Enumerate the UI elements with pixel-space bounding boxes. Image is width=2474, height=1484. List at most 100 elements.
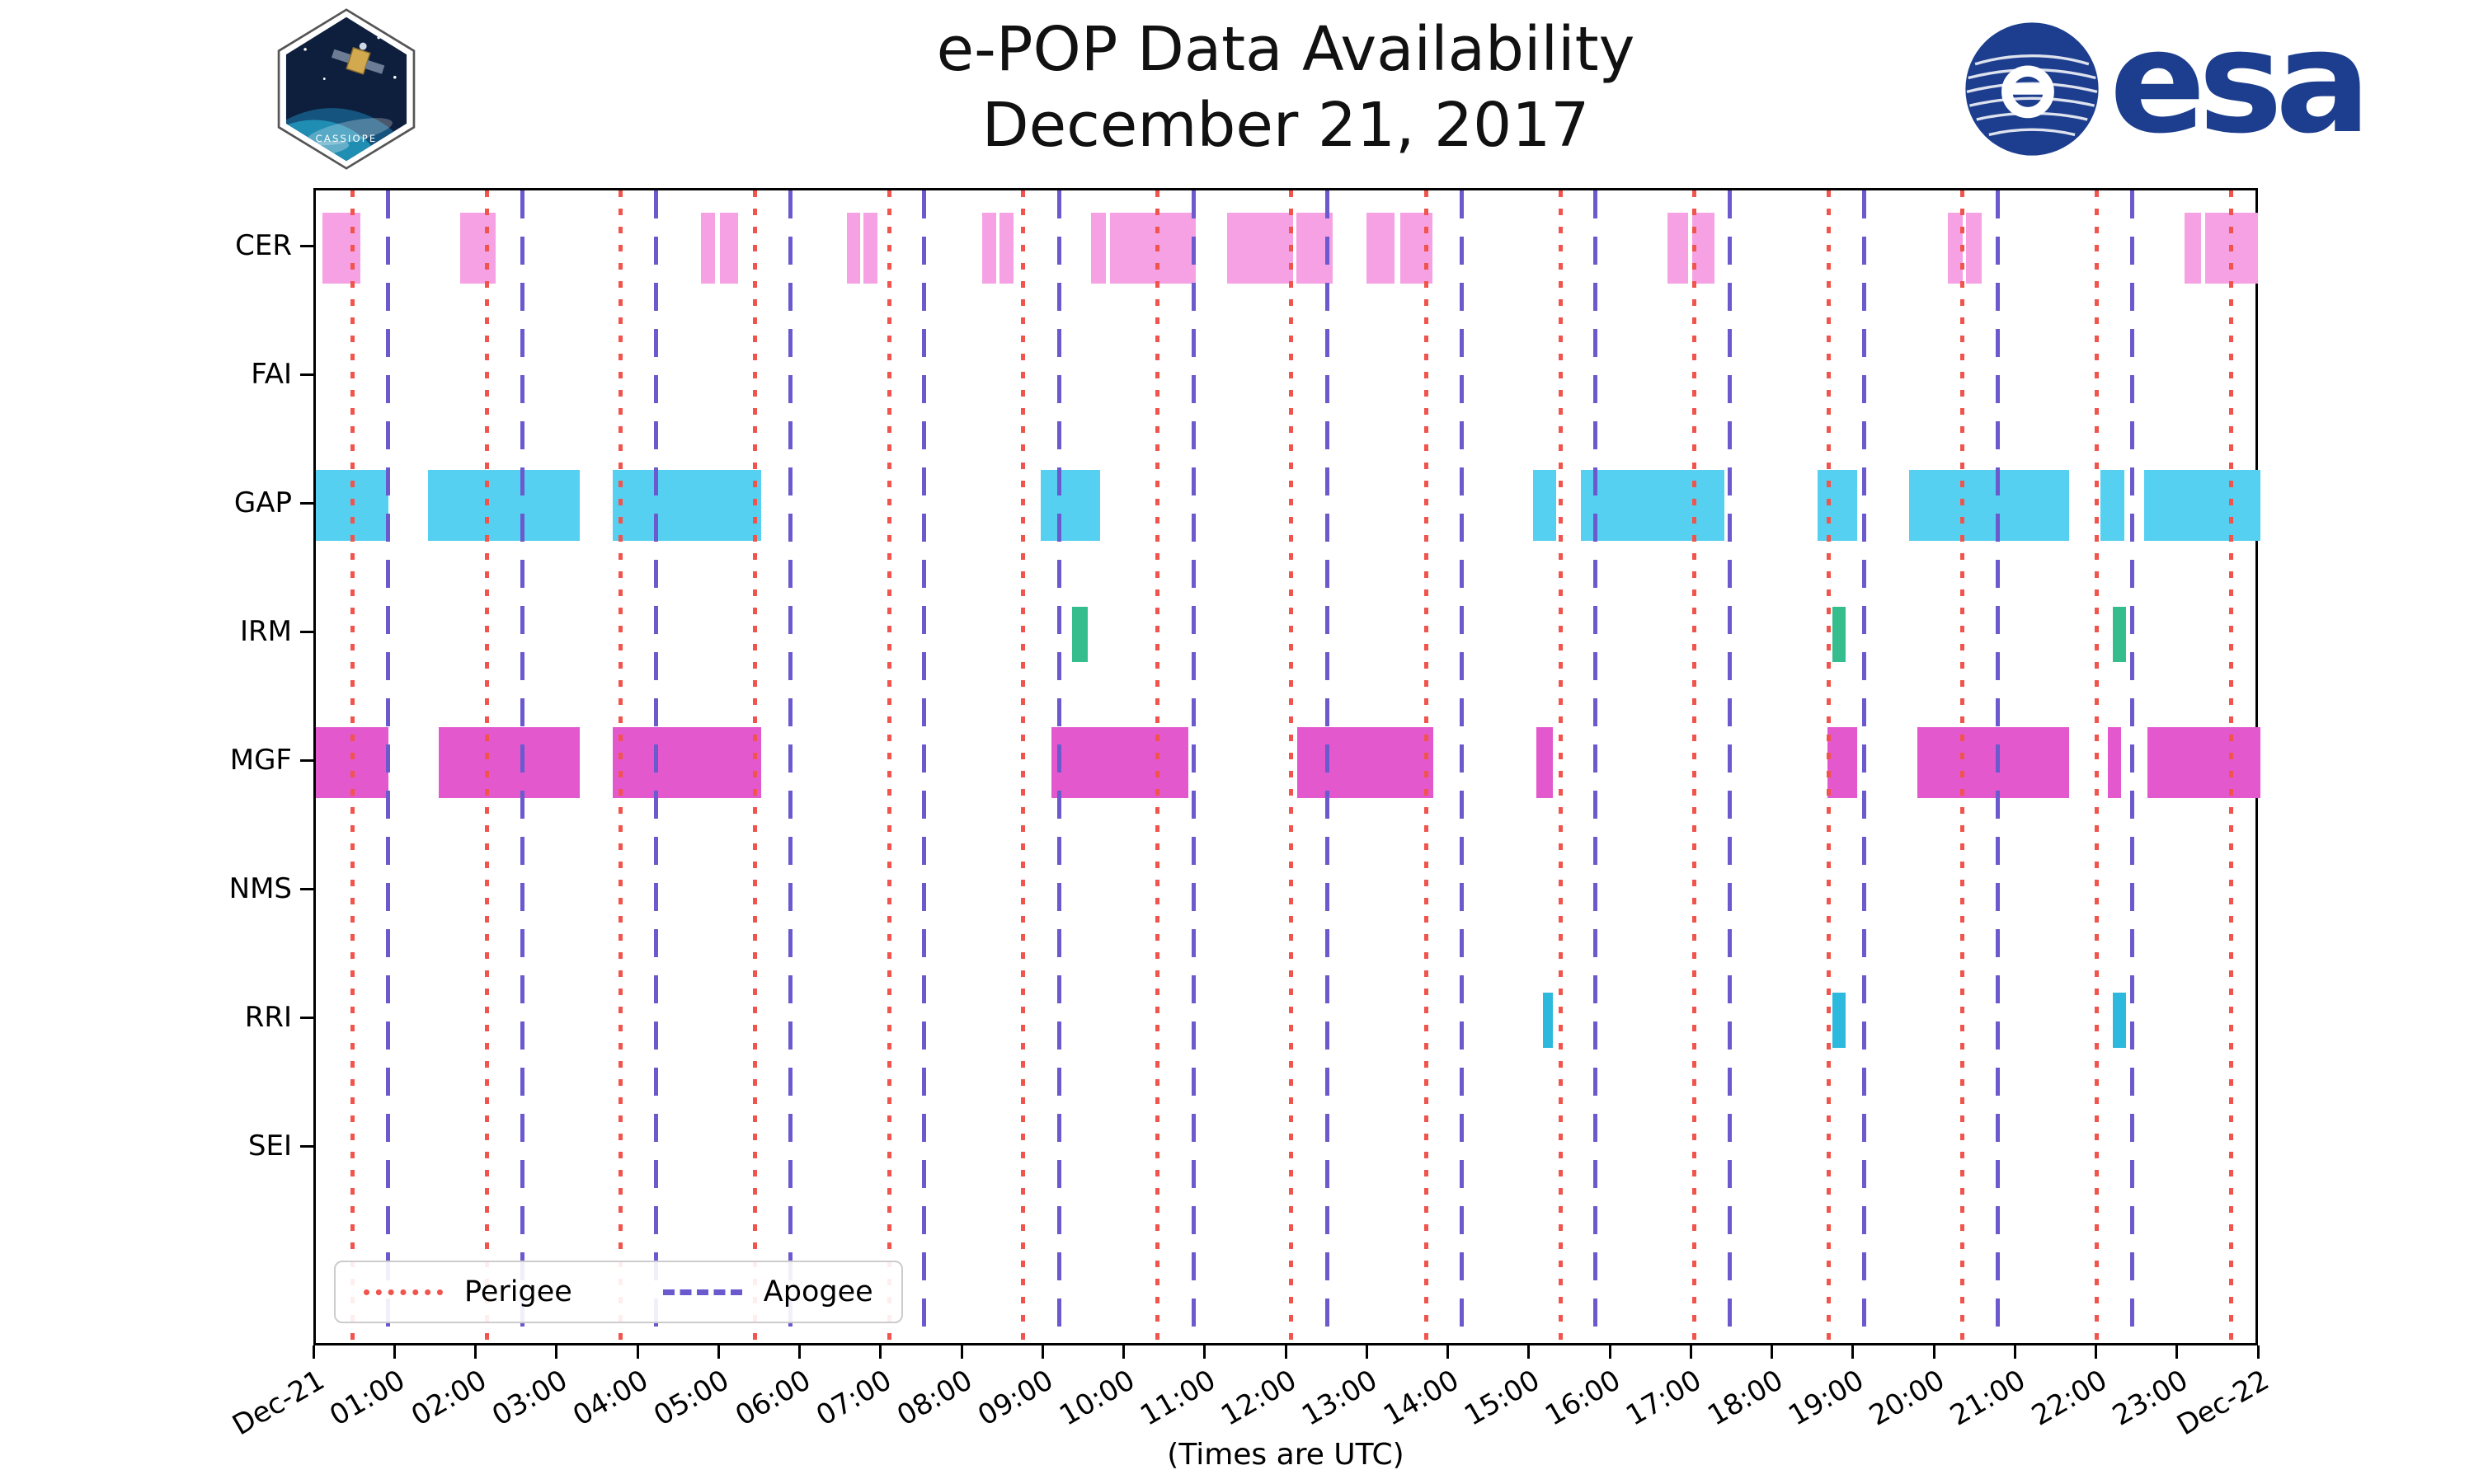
y-axis-label-sei: SEI bbox=[247, 1129, 292, 1162]
x-tick-label-21-00: 21:00 bbox=[1945, 1364, 2032, 1433]
x-tick bbox=[1284, 1345, 1287, 1359]
cloud-swirl bbox=[306, 118, 393, 146]
x-tick bbox=[1689, 1345, 1692, 1359]
perigee-line-sample bbox=[364, 1289, 443, 1295]
x-tick bbox=[1608, 1345, 1611, 1359]
mgf-availability-bar bbox=[1536, 727, 1554, 798]
x-axis-caption: (Times are UTC) bbox=[1167, 1438, 1404, 1472]
perigee-line bbox=[484, 190, 489, 1343]
legend-item-apogee: Apogee bbox=[662, 1275, 873, 1308]
perigee-line bbox=[1691, 190, 1696, 1343]
apogee-line bbox=[1996, 190, 2001, 1343]
cer-availability-bar bbox=[863, 213, 877, 284]
perigee-line bbox=[1959, 190, 1964, 1343]
chart-subtitle: December 21, 2017 bbox=[981, 90, 1590, 161]
x-tick bbox=[2256, 1345, 2260, 1359]
legend: Perigee Apogee bbox=[334, 1261, 903, 1323]
y-tick bbox=[300, 758, 313, 762]
x-tick-label-dec-21: Dec-21 bbox=[226, 1364, 330, 1443]
gap-availability-bar bbox=[1532, 470, 1557, 541]
legend-item-perigee: Perigee bbox=[364, 1275, 572, 1308]
satellite-icon bbox=[332, 42, 385, 75]
x-tick bbox=[1122, 1345, 1125, 1359]
x-tick-label-17-00: 17:00 bbox=[1620, 1364, 1708, 1433]
x-tick-label-16-00: 16:00 bbox=[1540, 1364, 1626, 1433]
x-tick-label-22-00: 22:00 bbox=[2025, 1364, 2113, 1433]
gap-availability-bar bbox=[1908, 470, 2070, 541]
mgf-availability-bar bbox=[2108, 727, 2121, 798]
x-tick bbox=[1446, 1345, 1449, 1359]
rri-availability-bar bbox=[1542, 992, 1554, 1048]
x-tick-label-10-00: 10:00 bbox=[1053, 1364, 1141, 1433]
x-tick-label-14-00: 14:00 bbox=[1377, 1364, 1465, 1433]
gap-availability-bar bbox=[1580, 470, 1724, 541]
perigee-line bbox=[2095, 190, 2099, 1343]
perigee-line bbox=[350, 190, 355, 1343]
mgf-availability-bar bbox=[1296, 727, 1433, 798]
y-tick bbox=[300, 887, 313, 890]
x-tick-label-13-00: 13:00 bbox=[1296, 1364, 1384, 1433]
esa-logo: esa bbox=[1963, 12, 2371, 160]
y-axis-label-fai: FAI bbox=[251, 358, 292, 391]
perigee-line bbox=[1155, 190, 1160, 1343]
gap-availability-bar bbox=[1817, 470, 1857, 541]
cer-availability-bar bbox=[1227, 213, 1293, 284]
cer-availability-bar bbox=[1109, 213, 1196, 284]
cer-availability-bar bbox=[1966, 213, 1982, 284]
perigee-line bbox=[753, 190, 757, 1343]
x-tick-label-19-00: 19:00 bbox=[1782, 1364, 1870, 1433]
apogee-line bbox=[385, 190, 390, 1343]
irm-availability-bar bbox=[1071, 606, 1089, 662]
gap-availability-bar bbox=[427, 470, 581, 541]
cer-availability-bar bbox=[322, 213, 361, 284]
x-tick-label-07-00: 07:00 bbox=[810, 1364, 897, 1433]
x-tick-label-03-00: 03:00 bbox=[486, 1364, 573, 1433]
cer-availability-bar bbox=[1692, 213, 1714, 284]
apogee-line bbox=[2130, 190, 2135, 1343]
perigee-line bbox=[1289, 190, 1294, 1343]
x-tick-label-09-00: 09:00 bbox=[972, 1364, 1060, 1433]
cassiope-mission-patch: CASSIOPE bbox=[277, 8, 416, 170]
esa-emblem-e bbox=[2001, 65, 2054, 119]
x-tick bbox=[1932, 1345, 1935, 1359]
x-tick bbox=[1771, 1345, 1773, 1359]
perigee-line bbox=[1826, 190, 1831, 1343]
mgf-availability-bar bbox=[1827, 727, 1857, 798]
cer-availability-bar bbox=[999, 213, 1014, 284]
x-tick-label-01-00: 01:00 bbox=[324, 1364, 412, 1433]
y-axis-label-cer: CER bbox=[235, 229, 292, 262]
cer-availability-bar bbox=[459, 213, 496, 284]
irm-availability-bar bbox=[1832, 606, 1846, 662]
x-tick bbox=[555, 1345, 558, 1359]
perigee-line bbox=[1558, 190, 1563, 1343]
y-tick bbox=[300, 1016, 313, 1019]
apogee-line-sample bbox=[662, 1289, 742, 1295]
apogee-line bbox=[1728, 190, 1732, 1343]
x-tick bbox=[717, 1345, 720, 1359]
cer-availability-bar bbox=[1366, 213, 1395, 284]
x-tick-label-08-00: 08:00 bbox=[891, 1364, 978, 1433]
mgf-availability-bar bbox=[1917, 727, 2070, 798]
gap-availability-bar bbox=[1041, 470, 1100, 541]
x-tick bbox=[393, 1345, 396, 1359]
y-tick bbox=[300, 501, 313, 505]
apogee-line bbox=[1459, 190, 1464, 1343]
y-tick bbox=[300, 244, 313, 247]
cer-availability-bar bbox=[700, 213, 716, 284]
apogee-line bbox=[1862, 190, 1867, 1343]
x-tick-label-18-00: 18:00 bbox=[1701, 1364, 1789, 1433]
apogee-line bbox=[922, 190, 927, 1343]
x-tick bbox=[636, 1345, 639, 1359]
y-axis-label-gap: GAP bbox=[233, 486, 292, 519]
cassiope-patch-text: CASSIOPE bbox=[316, 133, 378, 144]
x-tick-label-20-00: 20:00 bbox=[1864, 1364, 1950, 1433]
mgf-availability-bar bbox=[612, 727, 762, 798]
y-tick bbox=[300, 630, 313, 633]
x-tick bbox=[2013, 1345, 2016, 1359]
perigee-line bbox=[887, 190, 892, 1343]
apogee-line bbox=[1324, 190, 1329, 1343]
cer-availability-bar bbox=[720, 213, 738, 284]
title-block: e-POP Data Availability December 21, 201… bbox=[313, 12, 2258, 163]
x-tick-label-06-00: 06:00 bbox=[729, 1364, 816, 1433]
